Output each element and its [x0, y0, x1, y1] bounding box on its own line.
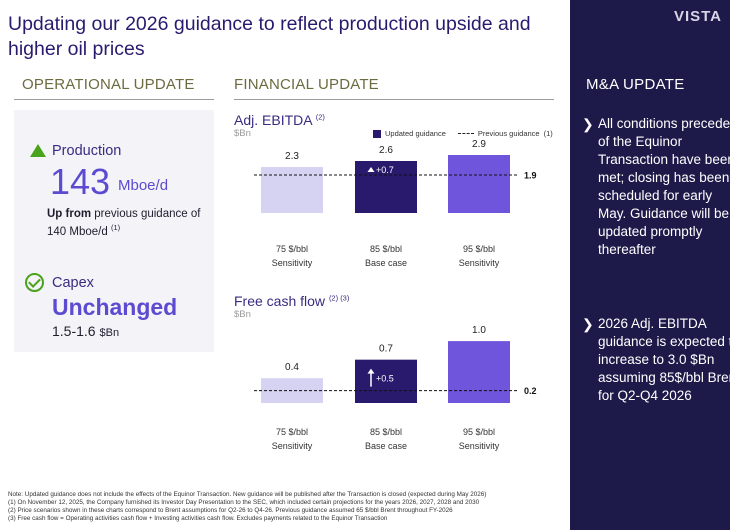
capex-value: Unchanged: [52, 294, 178, 320]
production-note-bold: Up from: [47, 208, 92, 220]
ma-item-guidance: ❯ 2026 Adj. EBITDA guidance is expected …: [582, 315, 730, 405]
category-sublabel: Sensitivity: [459, 258, 500, 268]
chart-legend: Updated guidance Previous guidance (1): [373, 129, 553, 138]
vista-logo: VISTA: [673, 8, 722, 25]
production-value: 143: [50, 161, 111, 202]
uplift-label: +0.7: [376, 165, 394, 175]
bar-value-label: 2.9: [472, 139, 486, 150]
bar-0: [261, 167, 323, 213]
bar-value-label: 1.0: [472, 325, 486, 336]
bar-value-label: 0.4: [285, 362, 299, 373]
ma-item-text: All conditions precedent of the Equinor …: [598, 116, 730, 257]
previous-guidance-label: 1.9: [524, 171, 537, 181]
legend-updated-swatch: [373, 129, 381, 138]
ebitda-title-text: Adj. EBITDA: [234, 112, 312, 128]
bar-value-label: 0.7: [379, 344, 393, 355]
category-sublabel: Base case: [365, 441, 407, 451]
footnote-line: (1) On November 12, 2025, the Company fu…: [8, 499, 480, 506]
footnote-line: Note: Updated guidance does not include …: [8, 491, 487, 498]
legend-updated-label: Updated guidance: [385, 129, 446, 138]
ebitda-chart-svg: 2.3 75 $/bbl Sensitivity 2.6 85 $/bbl Base ca…: [254, 139, 537, 268]
category-label: 85 $/bbl: [370, 427, 402, 437]
capex-range: 1.5-1.6 $Bn: [52, 323, 119, 339]
ebitda-chart-unit: $Bn: [234, 128, 251, 139]
ebitda-chart-title: Adj. EBITDA (2): [234, 112, 325, 128]
capex-range-unit: $Bn: [99, 327, 120, 339]
fcf-chart-svg: 0.4 75 $/bbl Sensitivity 0.7 85 $/bbl Base ca…: [254, 325, 537, 451]
check-circle-icon: [25, 273, 44, 292]
ma-panel: VISTA M&A UPDATE ❯ All conditions preced…: [570, 0, 730, 530]
bar-2: [448, 341, 510, 403]
footnote-line: (2) Price scenarios shown in these chart…: [8, 507, 453, 514]
category-label: 75 $/bbl: [276, 427, 308, 437]
bar-value-label: 2.3: [285, 151, 299, 162]
legend-previous-label: Previous guidance: [477, 129, 540, 138]
page-title: Updating our 2026 guidance to reflect pr…: [8, 13, 531, 60]
bar-2: [448, 155, 510, 213]
production-unit: Mboe/d: [118, 177, 169, 194]
ebitda-chart: 2.3 75 $/bbl Sensitivity 2.6 85 $/bbl Base ca…: [234, 139, 554, 275]
category-label: 95 $/bbl: [463, 244, 495, 254]
fcf-chart-unit: $Bn: [234, 309, 251, 320]
footnote-line: (3) Free cash flow = Operating activitie…: [8, 515, 388, 522]
bar-1: [355, 359, 417, 403]
ma-item-text: 2026 Adj. EBITDA guidance is expected to…: [598, 316, 730, 403]
operational-update-heading: OPERATIONAL UPDATE: [22, 76, 195, 93]
bar-value-label: 2.6: [379, 145, 393, 156]
ma-item-closing: ❯ All conditions precedent of the Equino…: [582, 115, 730, 259]
chevron-right-icon: ❯: [582, 116, 594, 132]
capex-label: Capex: [52, 275, 94, 291]
operational-panel: [14, 110, 214, 352]
legend-previous-ref: (1): [543, 129, 553, 138]
category-label: 85 $/bbl: [370, 244, 402, 254]
category-sublabel: Sensitivity: [272, 441, 313, 451]
financial-update-heading: FINANCIAL UPDATE: [234, 76, 379, 93]
operational-divider: [14, 99, 214, 100]
triangle-up-icon: [30, 144, 46, 157]
fcf-title-ref: (2) (3): [328, 293, 350, 303]
fcf-chart-title: Free cash flow (2) (3): [234, 293, 349, 309]
production-note-ref: (1): [110, 223, 121, 232]
ma-update-heading: M&A UPDATE: [586, 76, 685, 93]
chevron-right-icon: ❯: [582, 316, 594, 332]
production-note-text: previous guidance of 140 Mboe/d: [47, 208, 201, 238]
financial-divider: [234, 99, 554, 100]
category-sublabel: Sensitivity: [272, 258, 313, 268]
bar-1: [355, 161, 417, 213]
production-label: Production: [52, 143, 122, 159]
capex-range-value: 1.5-1.6: [52, 323, 96, 339]
footnotes: Note: Updated guidance does not include …: [8, 491, 568, 523]
category-label: 75 $/bbl: [276, 244, 308, 254]
uplift-arrow-head: [367, 368, 375, 374]
fcf-chart: 0.4 75 $/bbl Sensitivity 0.7 85 $/bbl Base ca…: [234, 318, 554, 458]
uplift-arrow-head: [367, 167, 375, 172]
category-label: 95 $/bbl: [463, 427, 495, 437]
fcf-title-text: Free cash flow: [234, 293, 326, 309]
ebitda-title-ref: (2): [315, 112, 325, 122]
category-sublabel: Base case: [365, 258, 407, 268]
legend-previous-dash: [457, 133, 474, 134]
uplift-label: +0.5: [376, 374, 394, 384]
production-note: Up from previous guidance of 140 Mboe/d …: [47, 207, 217, 239]
category-sublabel: Sensitivity: [459, 441, 500, 451]
previous-guidance-label: 0.2: [524, 386, 537, 396]
